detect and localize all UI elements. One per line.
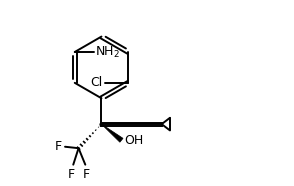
Text: OH: OH — [124, 134, 144, 147]
Text: F: F — [54, 140, 61, 153]
Text: NH$_2$: NH$_2$ — [95, 44, 120, 60]
Text: F: F — [68, 168, 75, 181]
Polygon shape — [101, 124, 123, 142]
Text: Cl: Cl — [91, 76, 103, 89]
Text: F: F — [83, 168, 90, 181]
